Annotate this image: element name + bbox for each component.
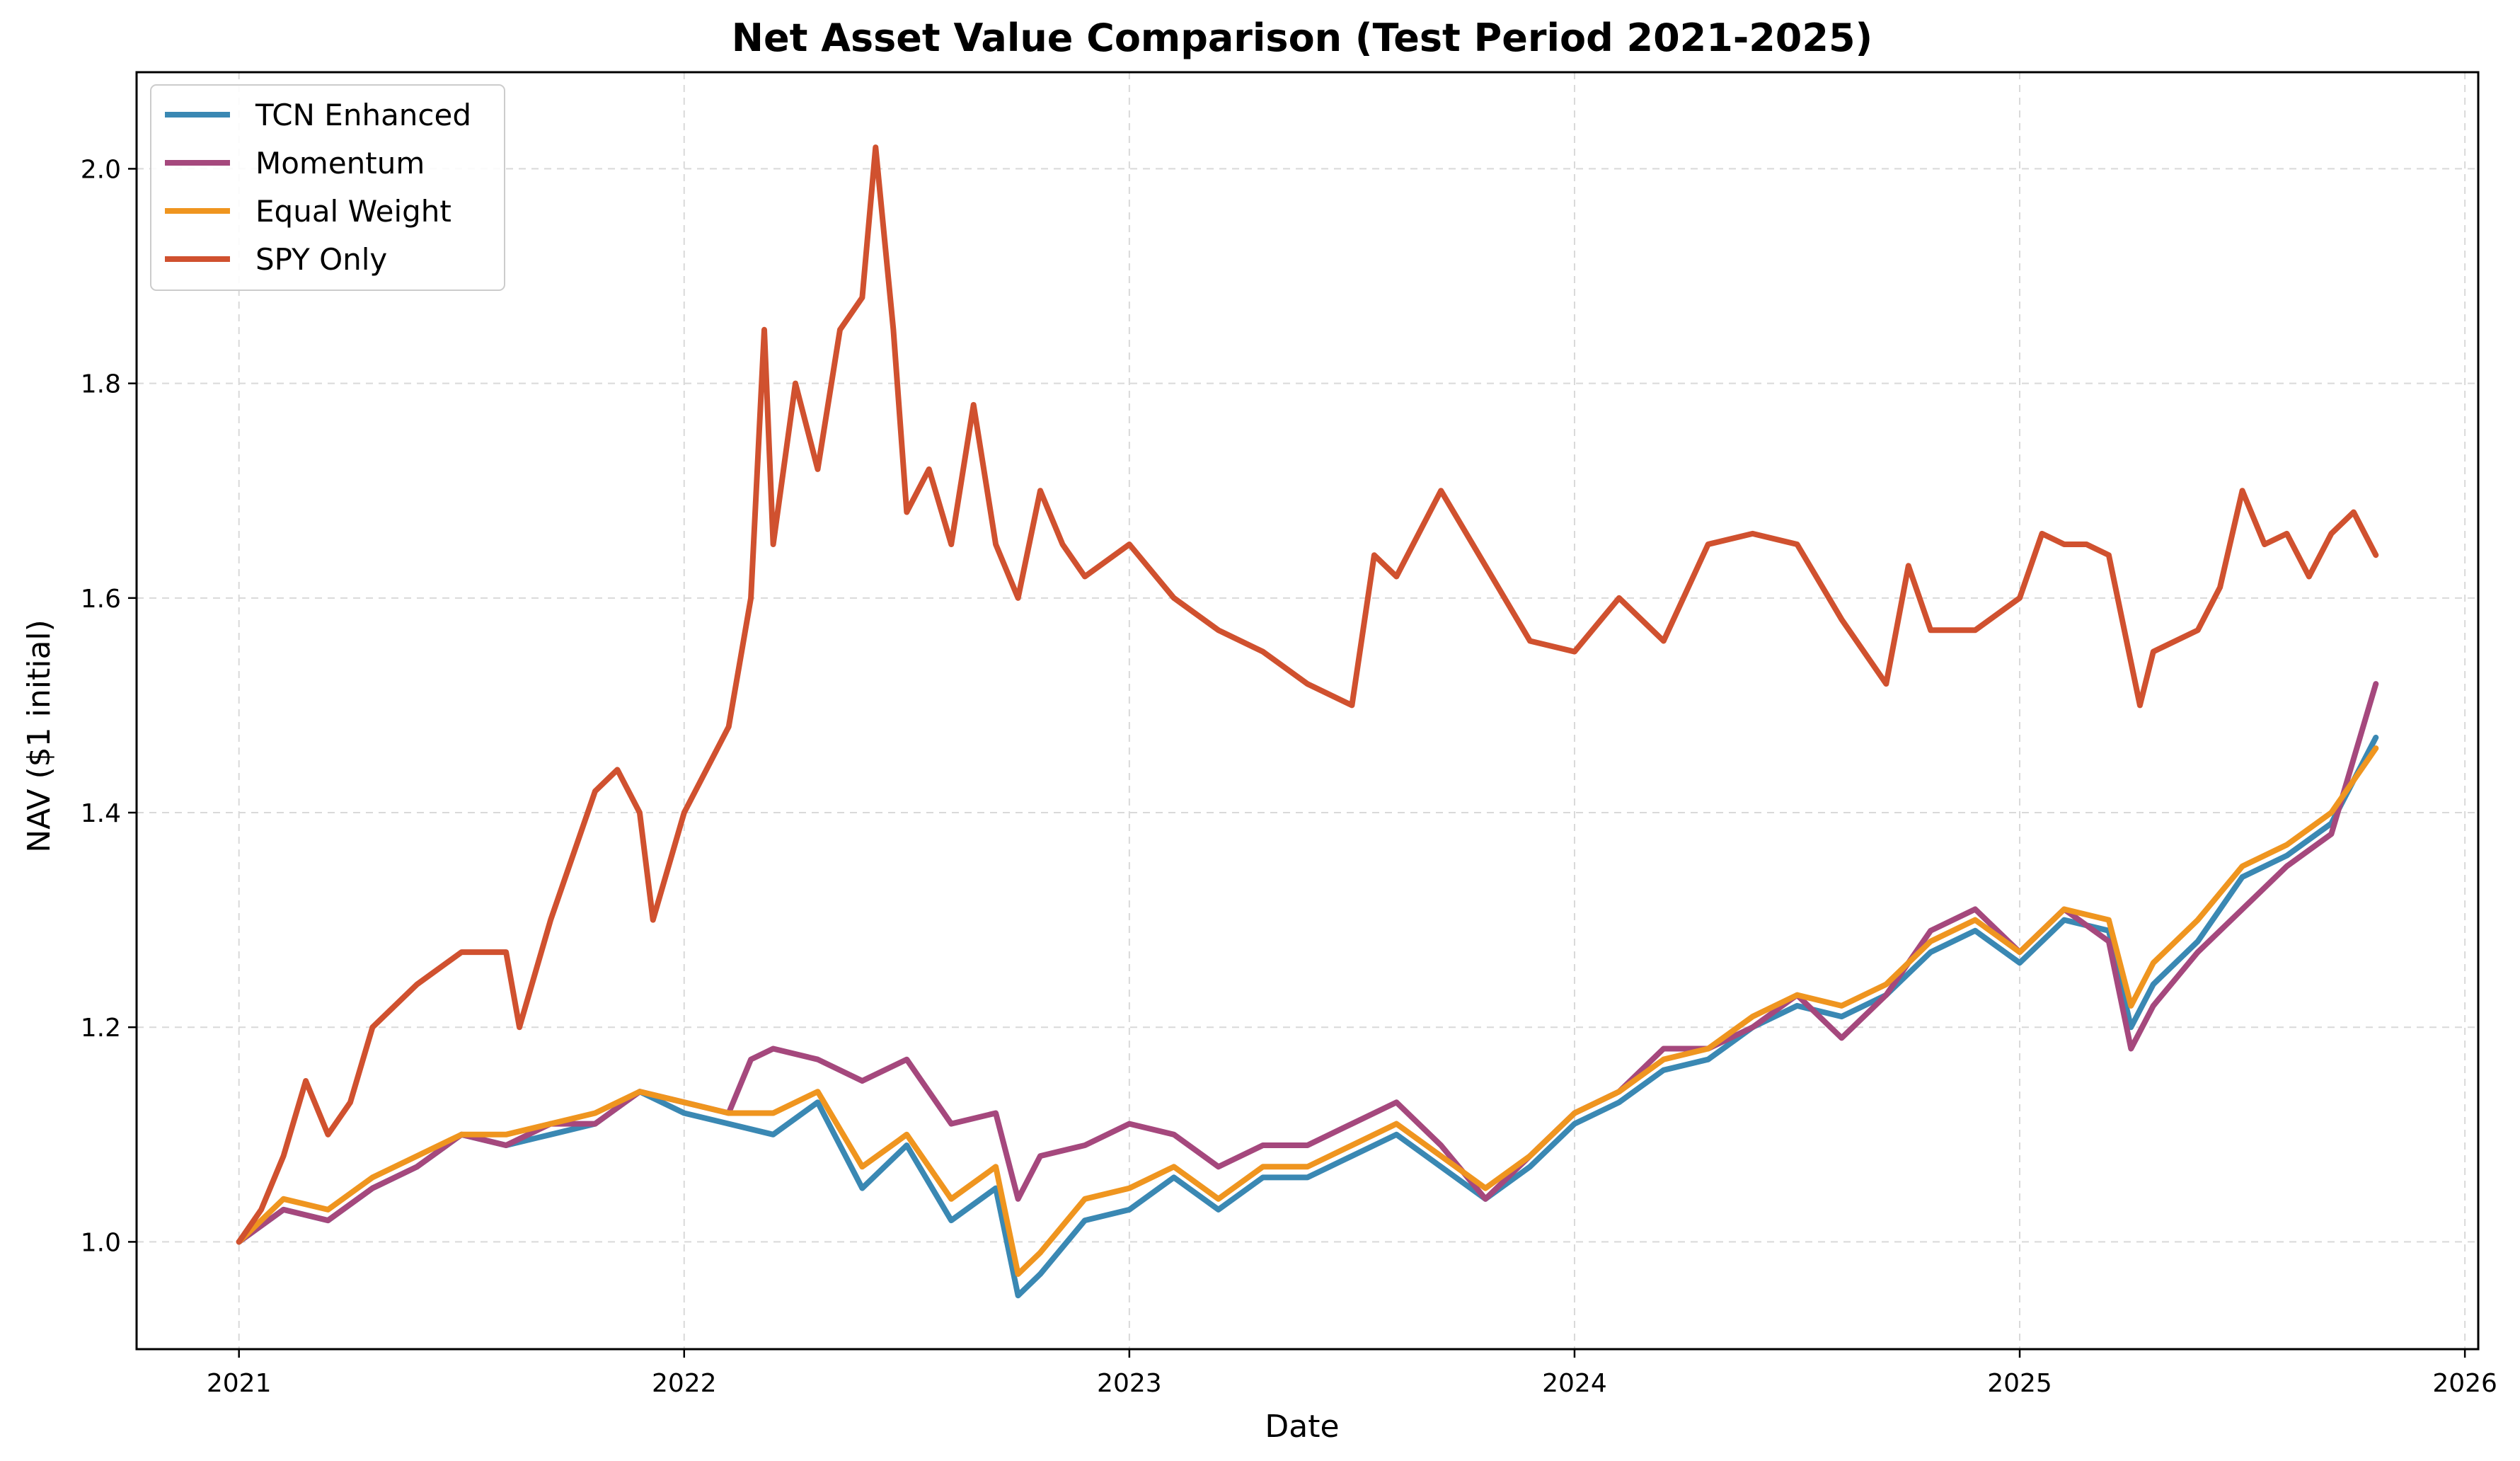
legend-box — [150, 84, 505, 291]
y-axis-ticks: 1.0 1.2 1.4 1.6 1.8 2.0 — [81, 155, 137, 1257]
legend-label: SPY Only — [255, 242, 387, 277]
y-tick-label: 1.2 — [81, 1014, 121, 1043]
y-tick-label: 2.0 — [81, 155, 121, 184]
legend: TCN Enhanced Momentum Equal Weight SPY Only — [150, 84, 505, 291]
x-tick-label: 2026 — [2432, 1369, 2497, 1398]
grid-lines — [137, 72, 2478, 1349]
x-axis-label: Date — [1265, 1409, 1339, 1445]
series-lines — [236, 144, 2379, 1299]
x-tick-label: 2024 — [1542, 1369, 1607, 1398]
x-tick-label: 2023 — [1097, 1369, 1162, 1398]
legend-label: Momentum — [255, 146, 425, 181]
y-axis-label: NAV ($1 initial) — [21, 619, 57, 853]
y-tick-label: 1.8 — [81, 370, 121, 399]
series-line — [236, 745, 2379, 1277]
y-tick-label: 1.6 — [81, 585, 121, 614]
series-line — [236, 144, 2379, 1245]
x-axis-ticks: 2021 2022 2023 2024 2025 2026 — [207, 1349, 2497, 1398]
y-tick-label: 1.0 — [81, 1228, 121, 1257]
x-tick-label: 2021 — [207, 1369, 272, 1398]
chart-title: Net Asset Value Comparison (Test Period … — [732, 16, 1872, 60]
x-tick-label: 2022 — [652, 1369, 717, 1398]
series-line — [236, 734, 2379, 1299]
plot-frame — [135, 71, 2480, 1351]
x-tick-label: 2025 — [1987, 1369, 2052, 1398]
y-tick-label: 1.4 — [81, 799, 121, 828]
legend-label: Equal Weight — [255, 194, 451, 229]
series-line — [236, 681, 2379, 1245]
legend-label: TCN Enhanced — [255, 98, 471, 132]
